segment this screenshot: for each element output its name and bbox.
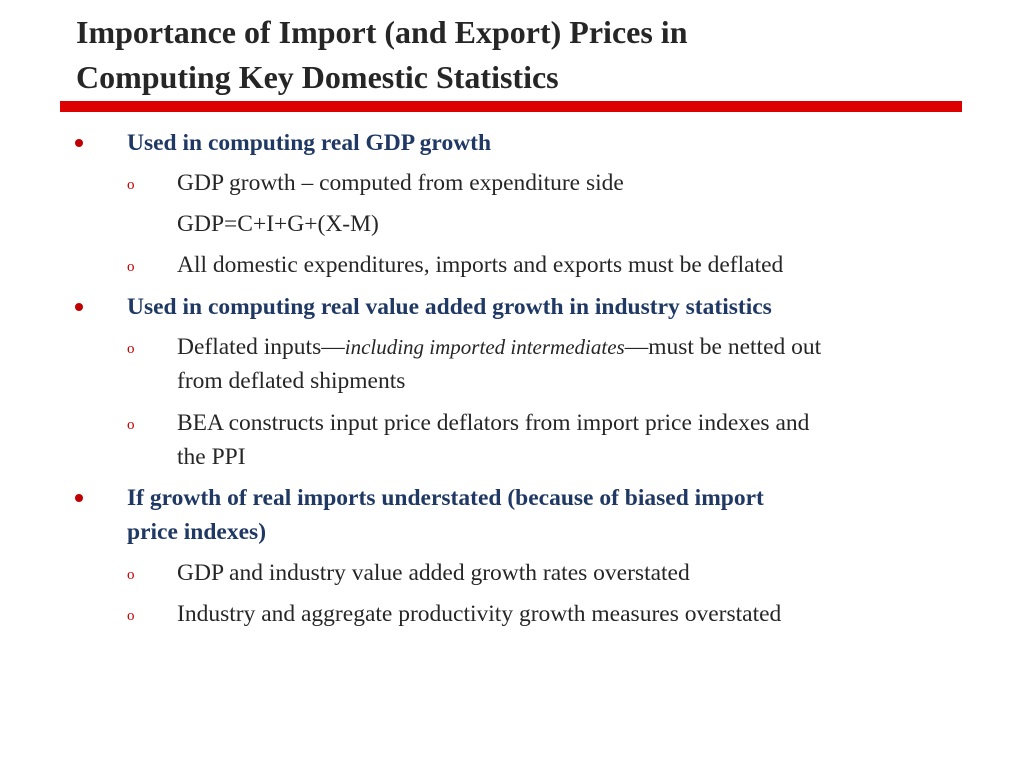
bullet-2-sub-1-italic: including imported intermediates: [344, 335, 625, 359]
sub-bullet-icon: o: [127, 177, 135, 193]
sub-bullet-icon: o: [127, 259, 135, 275]
bullet-dot-icon: [75, 303, 83, 311]
title-line-1: Importance of Import (and Export) Prices…: [76, 14, 688, 50]
bullet-1-sub-2: All domestic expenditures, imports and e…: [177, 252, 784, 278]
sub-bullet-icon: o: [127, 567, 135, 583]
bullet-1-sub-1: GDP growth – computed from expenditure s…: [177, 170, 624, 196]
bullet-2-sub-1-pre: Deflated inputs—: [177, 334, 345, 360]
slide-title: Importance of Import (and Export) Prices…: [76, 10, 956, 100]
bullet-2-sub-1: Deflated inputs—including imported inter…: [177, 330, 957, 364]
sub-bullet-icon: o: [127, 341, 135, 357]
bullet-2-sub-1-post: —must be netted out: [624, 334, 822, 360]
bullet-3-sub-2: Industry and aggregate productivity grow…: [177, 601, 782, 627]
bullet-3-label: If growth of real imports understated (b…: [127, 485, 764, 511]
bullet-2-label: Used in computing real value added growt…: [127, 294, 772, 320]
bullet-1-label: Used in computing real GDP growth: [127, 130, 492, 156]
title-divider: [60, 101, 962, 112]
bullet-dot-icon: [75, 494, 83, 502]
bullet-2-sub-2: BEA constructs input price deflators fro…: [177, 410, 810, 436]
bullet-3-sub-1: GDP and industry value added growth rate…: [177, 560, 690, 586]
sub-bullet-icon: o: [127, 608, 135, 624]
sub-bullet-icon: o: [127, 417, 135, 433]
bullet-3-label-line-2: price indexes): [127, 519, 267, 545]
bullet-dot-icon: [75, 139, 83, 147]
title-line-2: Computing Key Domestic Statistics: [76, 59, 559, 95]
bullet-2-sub-1-line-2: from deflated shipments: [177, 368, 406, 394]
bullet-1-sub-1-formula: GDP=C+I+G+(X-M): [177, 211, 379, 237]
bullet-2-sub-2-line-2: the PPI: [177, 444, 246, 470]
